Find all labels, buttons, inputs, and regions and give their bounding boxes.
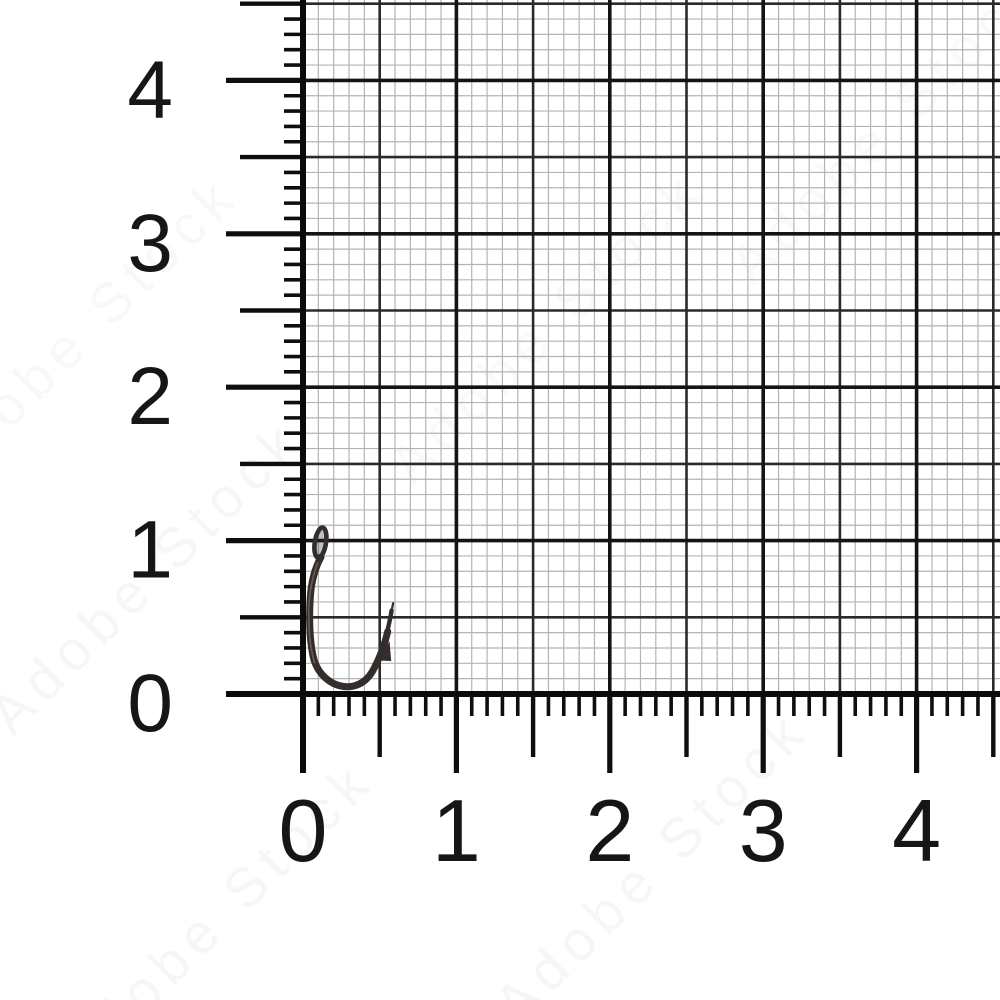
y-axis-label-1: 1 (127, 505, 173, 596)
x-axis-label-4: 4 (892, 781, 941, 880)
hook-point-tip (390, 602, 395, 613)
hook-barb (378, 641, 392, 661)
x-axis-label-0: 0 (279, 781, 328, 880)
y-axis-label-3: 3 (127, 198, 173, 289)
watermark-text: Adobe Stock (0, 162, 251, 501)
watermark-text: Adobe Stock (47, 747, 386, 1000)
y-axis-label-2: 2 (127, 351, 173, 442)
x-axis-label-1: 1 (432, 781, 481, 880)
fishing-hook (306, 525, 395, 691)
grid-half-lines (303, 0, 1000, 694)
grid-major-lines (303, 0, 1000, 694)
hook-point (383, 608, 394, 640)
grid-minor-lines (303, 0, 1000, 694)
y-axis-label-0: 0 (127, 658, 173, 749)
y-axis-label-4: 4 (127, 44, 173, 135)
x-axis-label-3: 3 (739, 781, 788, 880)
x-axis-label-2: 2 (585, 781, 634, 880)
ruler-ticks (226, 1, 996, 773)
axis-labels: 0 1 2 3 4 0 1 2 3 4 (127, 44, 941, 880)
watermark-text: Adobe Stock (717, 0, 1000, 296)
hook-highlight (307, 562, 319, 664)
